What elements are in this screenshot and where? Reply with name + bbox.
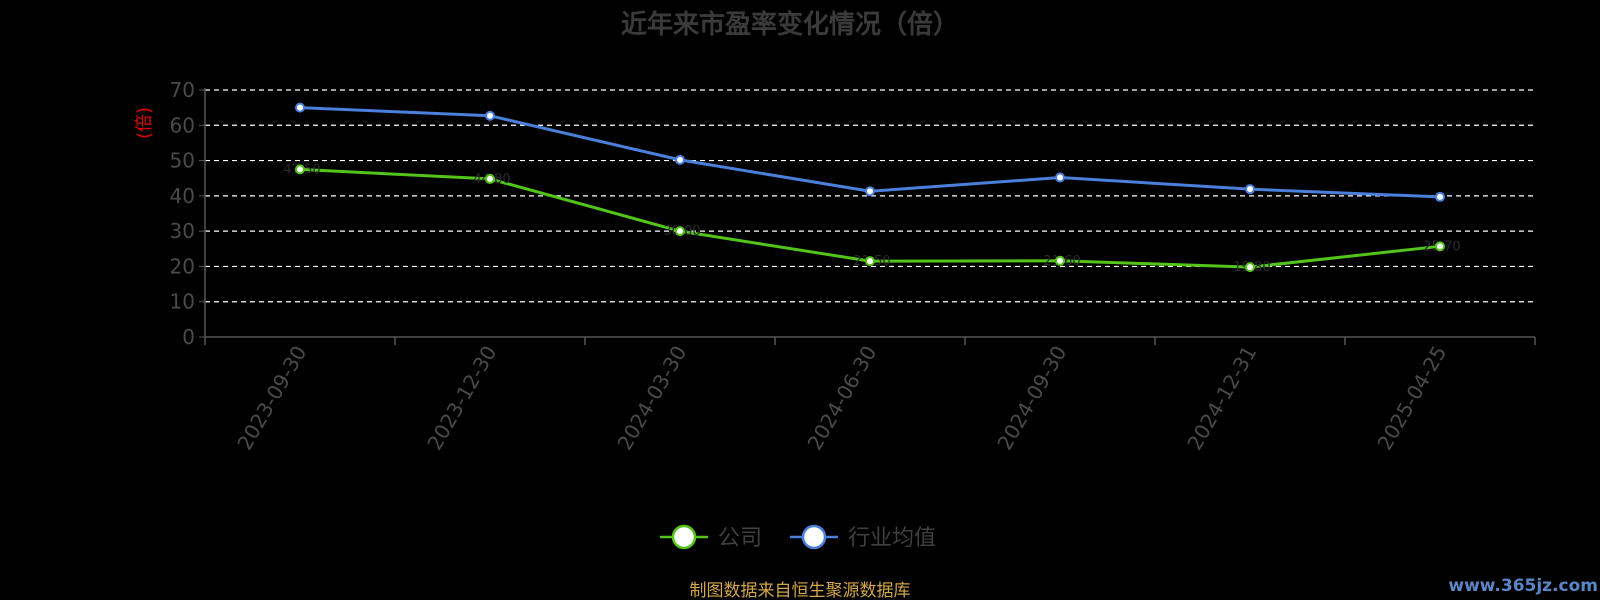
y-tick-label: 40 xyxy=(170,184,195,208)
series-layer: 47.5044.8030.0021.5021.6019.8025.70 xyxy=(283,102,1461,275)
x-tick-label: 2024-12-31 xyxy=(1182,342,1261,455)
legend-label: 公司 xyxy=(718,526,762,551)
legend-marker-icon xyxy=(801,524,827,550)
data-point[interactable] xyxy=(675,154,685,165)
legend-item[interactable]: 公司 xyxy=(660,524,762,551)
data-point[interactable] xyxy=(1245,184,1255,195)
y-tick-label: 50 xyxy=(170,149,195,173)
source-note: 制图数据来自恒生聚源数据库 xyxy=(690,581,911,600)
y-tick-label: 60 xyxy=(170,113,195,137)
data-point[interactable] xyxy=(1055,172,1065,183)
data-point[interactable] xyxy=(1435,241,1445,252)
y-tick-label: 30 xyxy=(170,219,195,243)
grid-layer xyxy=(205,89,1535,303)
x-tick-label: 2023-09-30 xyxy=(232,342,311,455)
data-point[interactable] xyxy=(675,226,685,237)
data-point[interactable] xyxy=(295,102,305,113)
data-point[interactable] xyxy=(865,256,875,267)
legend-item[interactable]: 行业均值 xyxy=(790,524,936,551)
y-axis-label: (倍) xyxy=(134,107,155,139)
watermark: www.365jz.com xyxy=(1448,576,1598,596)
data-point[interactable] xyxy=(1435,191,1445,202)
legend-marker-icon xyxy=(671,524,697,550)
data-point[interactable] xyxy=(295,164,305,175)
y-tick-label: 0 xyxy=(182,325,195,349)
data-point[interactable] xyxy=(485,173,495,184)
chart-title: 近年来市盈率变化情况（倍） xyxy=(621,9,959,40)
series-line xyxy=(299,167,1441,269)
data-point[interactable] xyxy=(1055,255,1065,266)
x-tick-label: 2023-12-30 xyxy=(422,342,501,455)
x-tick-label: 2024-06-30 xyxy=(802,342,881,455)
y-tick-label: 70 xyxy=(170,78,195,102)
legend-label: 行业均值 xyxy=(848,526,936,551)
series-line xyxy=(299,106,1441,199)
data-point[interactable] xyxy=(865,186,875,197)
y-tick-label: 20 xyxy=(170,254,195,278)
data-point[interactable] xyxy=(485,110,495,121)
y-tick-label: 10 xyxy=(170,290,195,314)
data-point[interactable] xyxy=(1245,262,1255,273)
x-tick-label: 2024-09-30 xyxy=(992,342,1071,455)
legend[interactable]: 公司 行业均值 xyxy=(660,524,936,551)
x-tick-label: 2024-03-30 xyxy=(612,342,691,455)
x-tick-label: 2025-04-25 xyxy=(1372,342,1451,455)
